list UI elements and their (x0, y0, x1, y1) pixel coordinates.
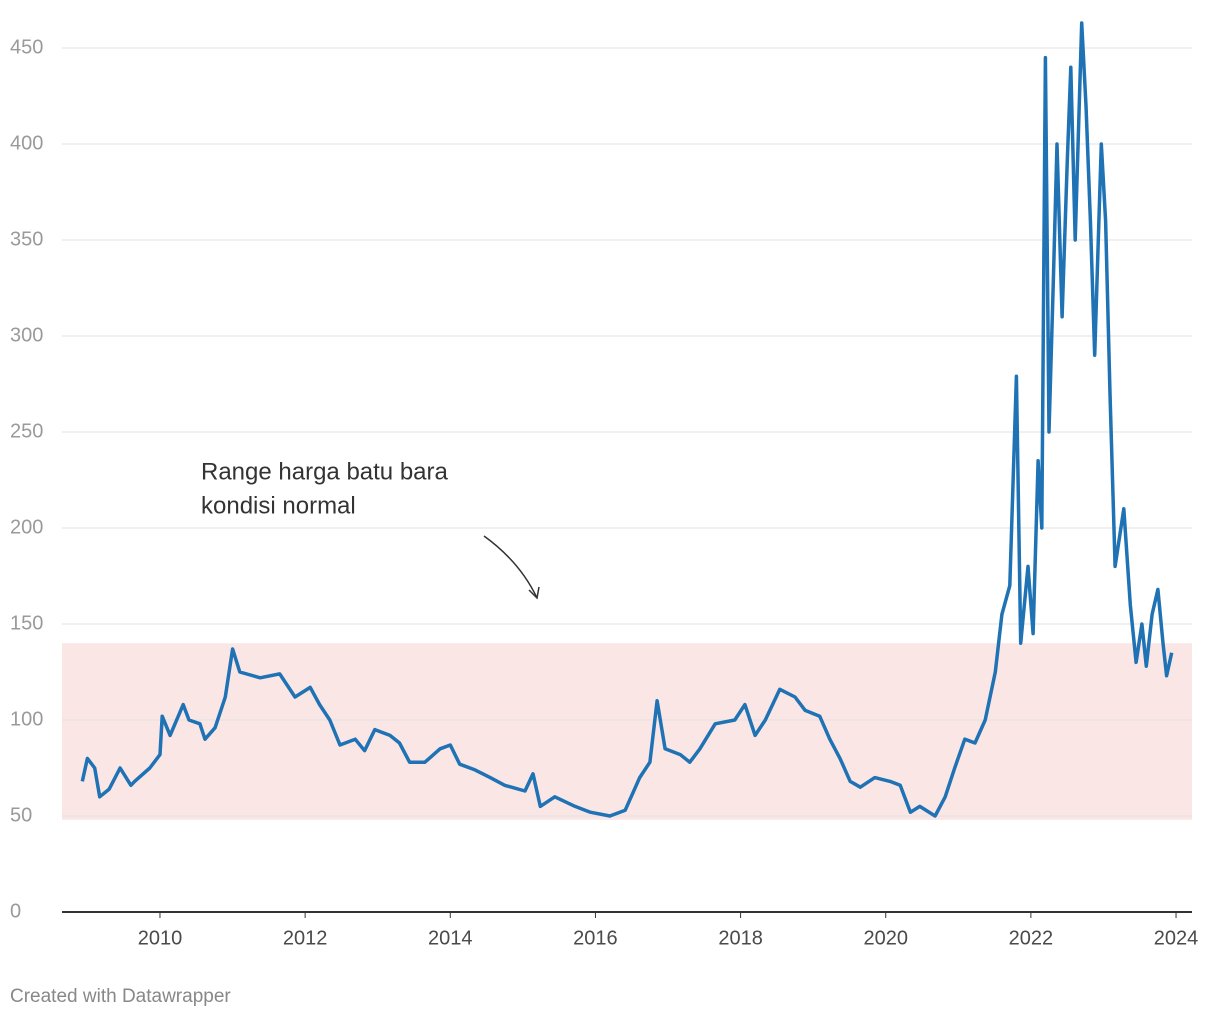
x-tick-label: 2020 (863, 927, 908, 949)
y-tick-label: 50 (10, 804, 32, 826)
annotation-arrowhead (528, 586, 540, 600)
x-tick-label: 2024 (1154, 927, 1199, 949)
x-tick-label: 2022 (1009, 927, 1054, 949)
y-tick-label: 200 (10, 516, 43, 538)
x-tick-label: 2016 (573, 927, 618, 949)
price-line (80, 21, 1174, 818)
y-tick-label: 400 (10, 132, 43, 154)
y-tick-label: 100 (10, 708, 43, 730)
y-tick-label: 0 (10, 900, 21, 922)
normal-range-band (62, 643, 1192, 820)
x-tick-label: 2010 (138, 927, 183, 949)
y-tick-label: 350 (10, 228, 43, 250)
y-tick-label: 300 (10, 324, 43, 346)
y-tick-label: 250 (10, 420, 43, 442)
x-tick-label: 2014 (428, 927, 473, 949)
y-tick-label: 150 (10, 612, 43, 634)
annotation-line: Range harga batu bara (201, 458, 449, 485)
x-tick-label: 2018 (718, 927, 763, 949)
y-tick-label: 450 (10, 36, 43, 58)
x-tick-label: 2012 (283, 927, 328, 949)
annotation-arrow (483, 535, 538, 599)
annotation-line: kondisi normal (201, 492, 356, 519)
footer: Created with Datawrapper (10, 986, 231, 1007)
back-layer: 0 50 100 150 200 250 300 350 400 450 2010 2012 2014 2… (10, 21, 1199, 949)
